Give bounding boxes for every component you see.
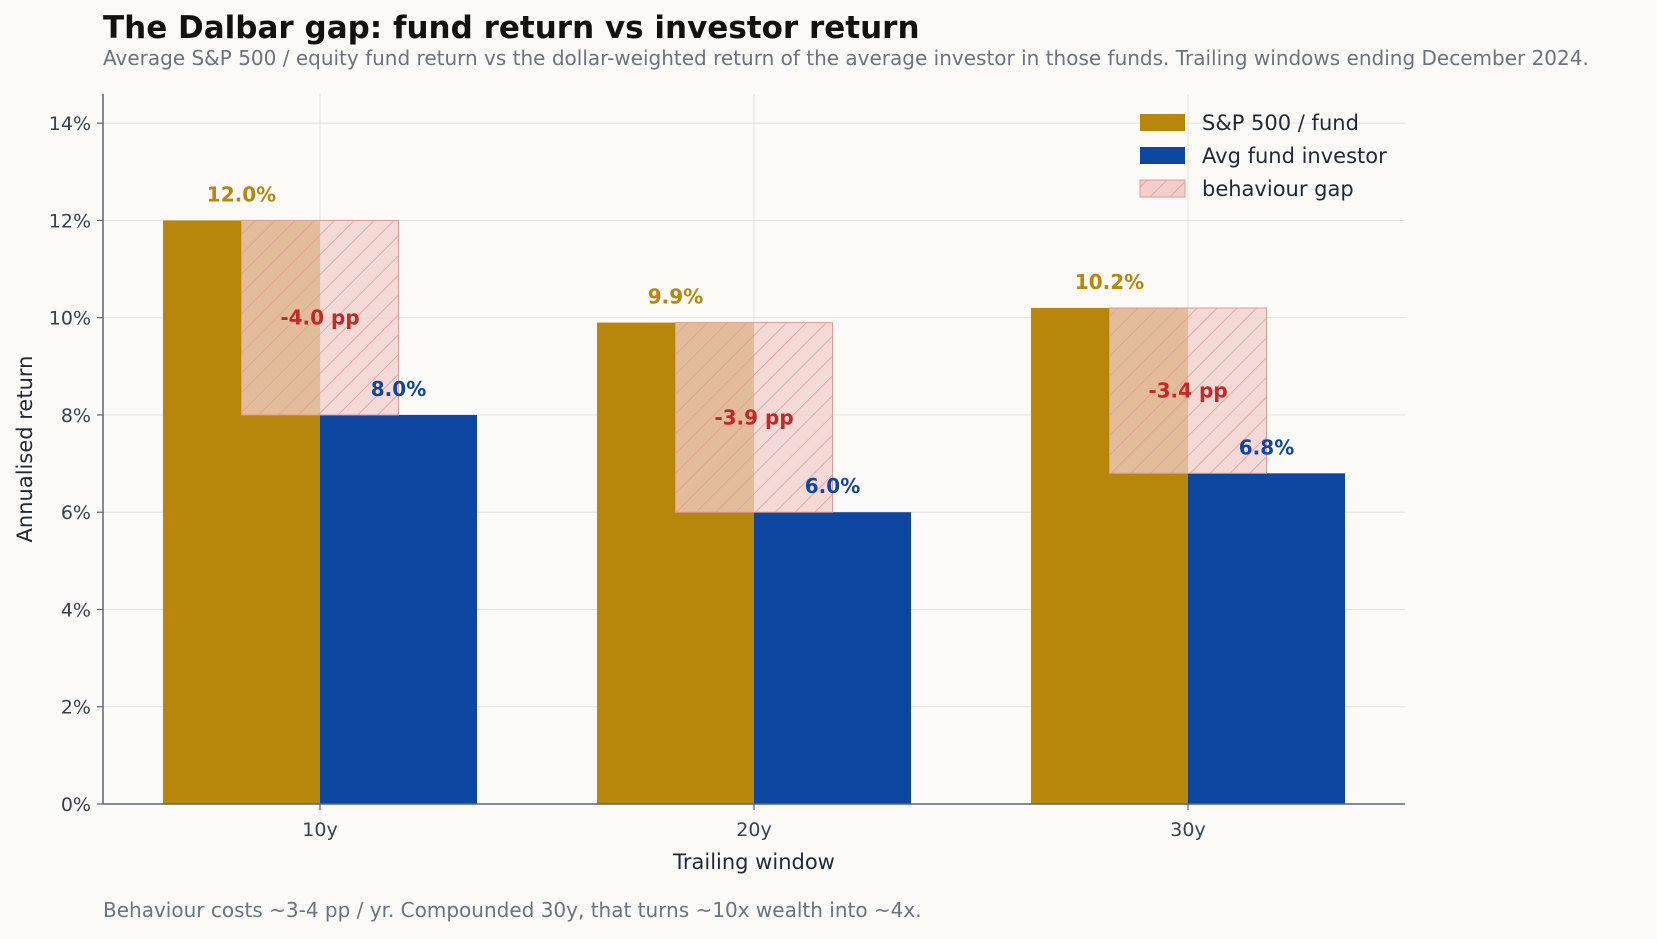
gap-value-label: -3.9 pp [714,405,793,429]
investor-value-label: 6.0% [805,474,860,498]
chart-subtitle: Average S&P 500 / equity fund return vs … [103,46,1589,70]
y-tick-label: 2% [61,697,91,719]
bar-investor [754,512,911,804]
investor-value-label: 6.8% [1239,435,1294,459]
axes: 0% 2% 4% 6% 8% 10% 12% 14% 10y 20y 30y Trailing win… [13,94,1405,874]
gap-overlays [241,219,1267,513]
fund-value-label: 10.2% [1075,270,1144,294]
bar-investor [320,414,477,804]
fund-value-label: 12.0% [207,182,276,206]
y-axis-label: Annualised return [13,356,37,543]
chart-title: The Dalbar gap: fund return vs investor … [103,10,920,46]
y-tick-label: 10% [49,308,91,330]
x-tick-label: 20y [736,819,771,841]
gap-value-label: -4.0 pp [280,306,359,330]
value-labels: 12.0% 8.0% -4.0 pp 9.9% 6.0% -3.9 pp 10.2% 6.8%… [207,182,1294,498]
bar-investor [1188,473,1345,804]
gap-hatch [1109,307,1267,474]
investor-value-label: 8.0% [371,377,426,401]
legend-item-investor-label: Avg fund investor [1202,144,1387,168]
y-tick-label: 0% [61,794,91,816]
y-tick-label: 12% [49,210,91,232]
chart-footnote: Behaviour costs ~3-4 pp / yr. Compounded… [103,898,922,922]
y-tick-label: 6% [61,502,91,524]
gap-value-label: -3.4 pp [1148,379,1227,403]
x-axis-label: Trailing window [672,850,835,874]
fund-value-label: 9.9% [648,285,703,309]
gap-hatch [241,219,399,416]
legend-item-fund-label: S&P 500 / fund [1202,111,1359,135]
gap-hatch [675,322,833,513]
y-tick-label: 8% [61,405,91,427]
legend[interactable]: S&P 500 / fund Avg fund investor behaviour… [1139,111,1387,201]
y-tick-label: 4% [61,599,91,621]
legend-item-gap-label: behaviour gap [1202,177,1354,201]
x-tick-label: 30y [1170,819,1205,841]
x-tick-label: 10y [302,819,337,841]
legend-item-fund-swatch [1140,114,1185,131]
y-tick-label: 14% [49,113,91,135]
legend-item-investor-swatch [1140,147,1185,164]
legend-item-gap-swatch-hatch [1139,179,1186,198]
